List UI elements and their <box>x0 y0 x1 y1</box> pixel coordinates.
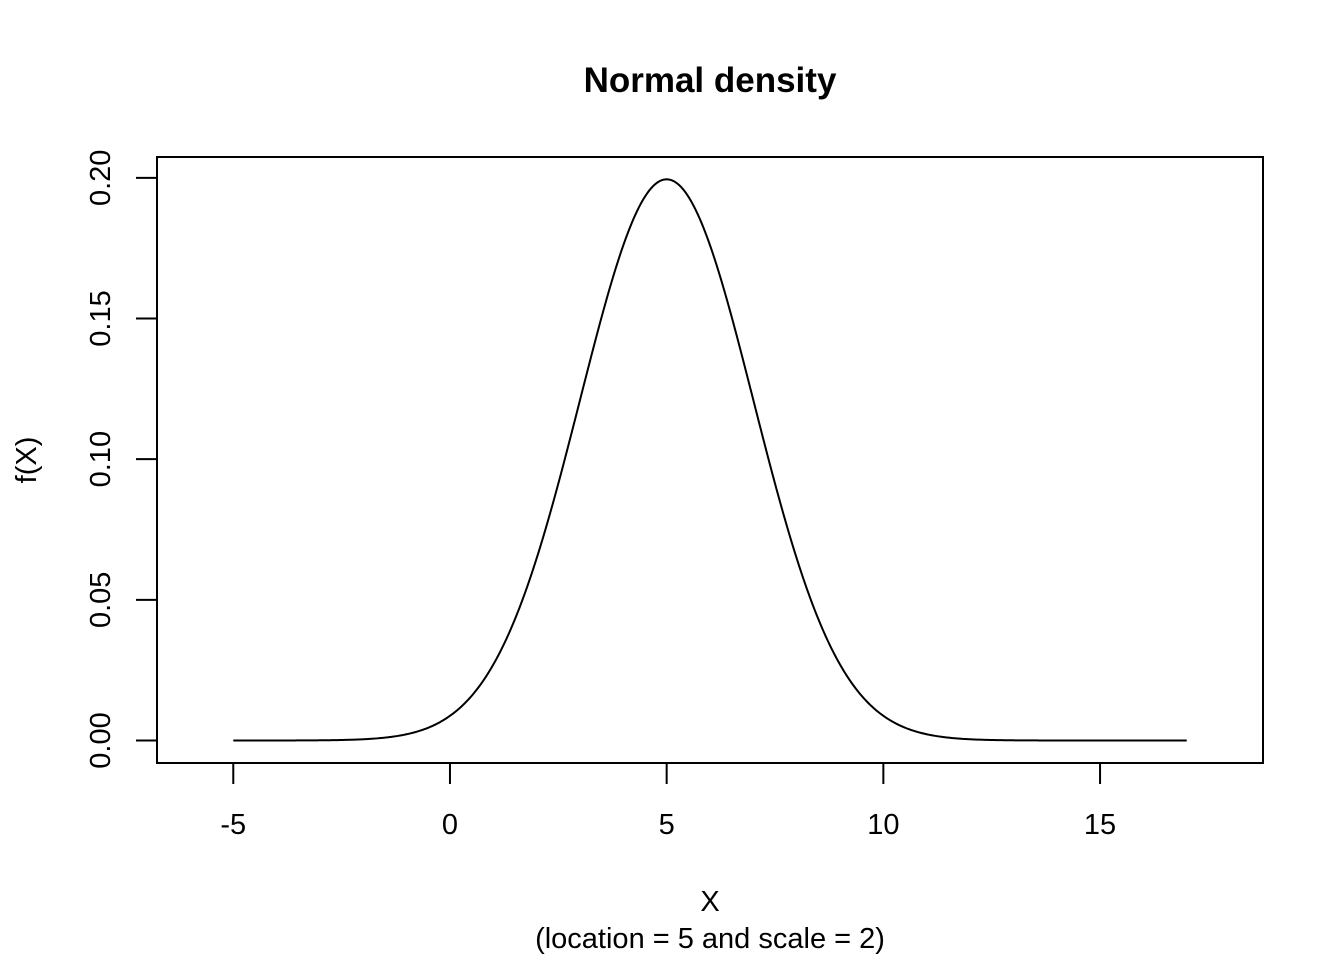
y-axis-label: f(X) <box>11 437 43 484</box>
y-tick-label: 0.15 <box>85 290 117 346</box>
y-tick-label: 0.10 <box>85 431 117 487</box>
y-tick-label: 0.20 <box>85 150 117 206</box>
x-axis: -5 0 5 10 15 <box>220 762 1116 841</box>
chart-title: Normal density <box>584 61 837 100</box>
density-curve <box>233 178 1187 742</box>
x-tick-label: 10 <box>867 809 899 841</box>
y-axis: 0.00 0.05 0.10 0.15 0.20 <box>85 150 158 769</box>
y-tick-label: 0.00 <box>85 712 117 768</box>
x-tick-label: -5 <box>220 809 246 841</box>
y-tick-label: 0.05 <box>85 572 117 628</box>
x-axis-label: X <box>700 886 719 918</box>
x-tick-label: 0 <box>442 809 458 841</box>
x-tick-label: 5 <box>659 809 675 841</box>
x-axis-sublabel: (location = 5 and scale = 2) <box>535 923 885 955</box>
x-tick-label: 15 <box>1084 809 1116 841</box>
